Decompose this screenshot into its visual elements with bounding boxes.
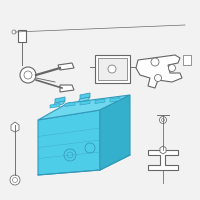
Polygon shape (148, 150, 178, 170)
Polygon shape (38, 95, 130, 120)
Polygon shape (80, 100, 90, 105)
Polygon shape (55, 97, 65, 103)
Bar (18, 30, 26, 42)
Circle shape (67, 152, 73, 158)
Bar (183, 55, 191, 65)
Circle shape (12, 178, 18, 182)
Polygon shape (38, 110, 100, 175)
Polygon shape (100, 95, 130, 170)
Polygon shape (95, 99, 105, 104)
Polygon shape (60, 85, 74, 92)
Polygon shape (65, 102, 75, 106)
Circle shape (24, 71, 32, 79)
Circle shape (20, 67, 36, 83)
Polygon shape (110, 98, 120, 102)
Circle shape (12, 30, 16, 34)
Circle shape (64, 149, 76, 161)
Polygon shape (11, 122, 19, 132)
Polygon shape (78, 97, 90, 102)
Circle shape (85, 143, 95, 153)
Polygon shape (80, 93, 90, 99)
Circle shape (168, 64, 176, 72)
Bar (95, 55, 130, 83)
Circle shape (151, 58, 159, 66)
Circle shape (154, 74, 162, 82)
Circle shape (162, 118, 164, 121)
Circle shape (10, 175, 20, 185)
Polygon shape (53, 101, 65, 106)
Bar (98, 58, 127, 80)
Circle shape (160, 116, 166, 123)
Polygon shape (58, 63, 74, 70)
Polygon shape (160, 146, 166, 154)
Polygon shape (50, 104, 60, 108)
Circle shape (108, 65, 116, 73)
Polygon shape (136, 55, 182, 88)
